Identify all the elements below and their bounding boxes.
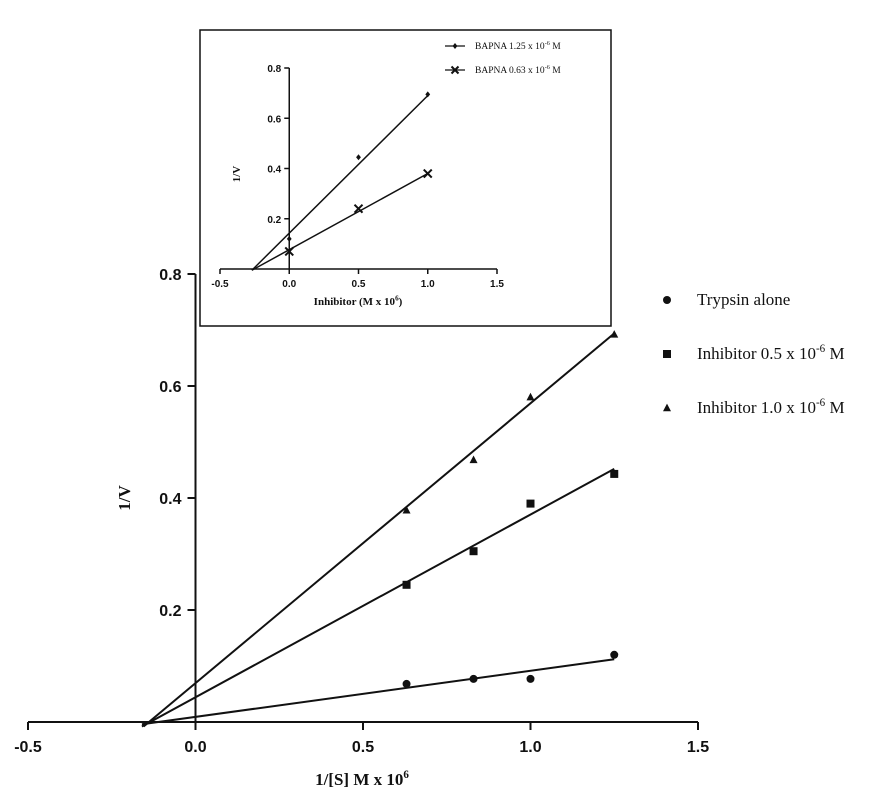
x-axis-title: 1/[S] M x 106 [315,769,409,789]
data-point-series-1 [469,547,478,556]
inset-y-tick-label: 0.4 [267,165,281,176]
main-chart: -0.5 0.0 0.5 1.0 1.5 0.2 0.4 0.6 0.8 1/[S] M x 10… [14,267,844,789]
inset-data-point-series-1 [423,168,433,179]
data-point-series-2 [610,330,619,338]
inset-legend-label-series-0: BAPNA 1.25 x 10-6 M [475,41,561,52]
x-tick-label: 1.5 [687,739,709,756]
data-point-series-2 [469,455,478,464]
legend-marker-series-0 [663,296,671,304]
legend-label-series-2: Inhibitor 1.0 x 10-6 M [697,397,845,417]
x-tick-label: 0.0 [184,739,206,756]
inset-y-axis-title: 1/V [231,166,243,183]
x-marker-stroke [353,203,364,214]
x-tick-label: 0.5 [352,739,374,756]
y-axis-title: 1/V [115,485,134,511]
inset-x-tick-label: 0.0 [282,279,296,290]
legend-marker-series-1 [663,350,671,358]
inset-data-point-series-0 [356,154,361,161]
inset-fit-line-series-1 [251,172,429,271]
inset-y-tick-label: 0.2 [267,215,281,226]
y-tick-label: 0.6 [159,379,181,396]
inset-x-tick-label: 1.5 [490,279,504,290]
inset-frame [199,29,612,327]
x-marker-stroke [450,65,460,75]
inset-x-tick-label: 1.0 [421,279,435,290]
inset-x-axis-title: Inhibitor (M x 106) [314,295,403,308]
inset-data-point-series-0 [425,91,431,98]
data-point-series-0 [402,679,411,688]
x-tick-label: -0.5 [14,739,42,756]
inset-legend-label-series-1: BAPNA 0.63 x 10-6 M [475,65,561,76]
fit-line-series-0 [141,658,615,726]
data-point-series-2 [526,392,535,401]
x-tick-label: 1.0 [519,739,541,756]
inset-y-tick-label: 0.8 [267,64,281,75]
data-point-series-1 [526,499,535,508]
data-point-series-0 [610,650,619,659]
inset-data-point-series-0 [286,235,292,242]
inset-legend-marker-series-0 [452,43,458,49]
y-tick-label: 0.2 [159,603,181,620]
inset-fit-line-series-0 [251,95,429,271]
inset-x-tick-label: -0.5 [211,279,229,290]
inset-y-tick-label: 0.6 [267,114,281,125]
data-point-series-1 [610,469,619,478]
inset-data-point-series-1 [284,246,294,257]
inset-chart: -0.5 0.0 0.5 1.0 1.5 0.2 0.4 0.6 0.8 Inhibitor (M… [199,29,612,327]
data-point-series-2 [402,505,411,514]
x-marker-stroke [423,168,433,179]
data-point-series-1 [402,580,411,589]
y-tick-label: 0.8 [159,267,181,284]
legend-label-series-0: Trypsin alone [697,290,790,309]
inset-data-point-series-1 [353,203,364,214]
inset-x-tick-label: 0.5 [352,279,366,290]
x-marker-stroke [284,246,294,257]
legend-label-series-1: Inhibitor 0.5 x 10-6 M [697,343,845,363]
inset-legend-marker-series-1 [450,65,460,75]
fit-line-series-1 [141,468,615,728]
fit-line-series-2 [142,332,615,728]
legend-marker-series-2 [663,403,671,412]
y-tick-label: 0.4 [159,491,181,508]
data-point-series-0 [526,674,535,683]
data-point-series-0 [469,674,478,683]
